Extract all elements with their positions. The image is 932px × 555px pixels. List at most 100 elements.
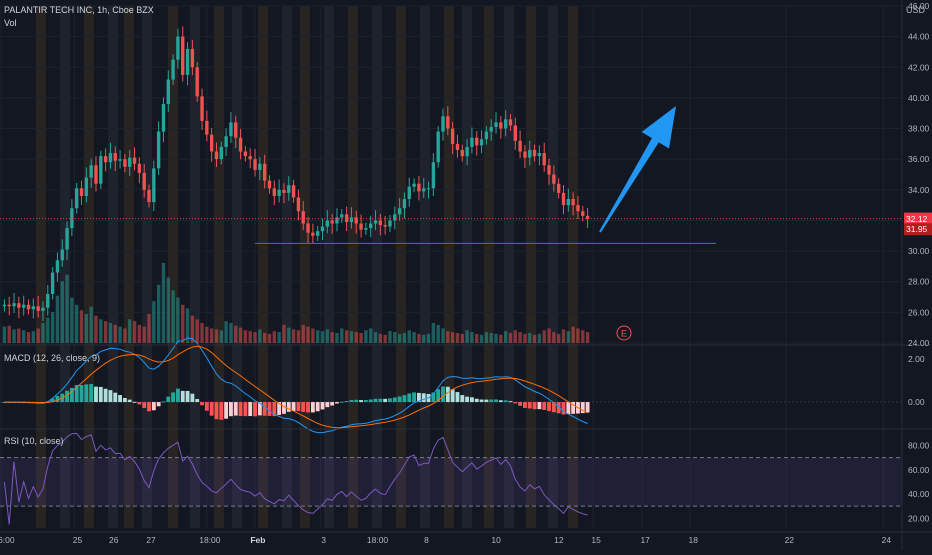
price-tick-label: 40.00 bbox=[908, 93, 930, 103]
macd-histogram-bar bbox=[229, 402, 233, 417]
time-tick-label: 8 bbox=[424, 535, 429, 545]
time-tick-label: 12 bbox=[554, 535, 564, 545]
volume-bar bbox=[147, 313, 151, 343]
rsi-tick-label: 20.00 bbox=[908, 513, 930, 523]
macd-histogram-bar bbox=[127, 399, 132, 403]
candle-body bbox=[373, 220, 378, 224]
macd-histogram-bar bbox=[325, 402, 330, 408]
macd-histogram-bar bbox=[368, 399, 373, 403]
time-tick-label: 24 bbox=[882, 535, 892, 545]
volume-bar bbox=[12, 329, 16, 343]
time-tick-label: 26 bbox=[109, 535, 119, 545]
candle-body bbox=[50, 272, 55, 294]
macd-tick-label: 0.00 bbox=[908, 397, 925, 407]
volume-bar bbox=[248, 331, 252, 343]
up-arrow-drawing[interactable] bbox=[599, 106, 676, 233]
candle-body bbox=[513, 125, 517, 141]
volume-bar bbox=[253, 332, 257, 343]
candle-body bbox=[547, 165, 551, 175]
session-band bbox=[484, 6, 494, 528]
candle-body bbox=[537, 153, 542, 157]
vol-label: Vol bbox=[4, 18, 17, 28]
candle-body bbox=[161, 104, 166, 132]
macd-histogram-bar bbox=[214, 402, 219, 420]
candle-body bbox=[171, 59, 175, 80]
session-band bbox=[396, 6, 406, 528]
session-bands bbox=[36, 6, 578, 528]
candle-body bbox=[55, 260, 60, 273]
macd-legend[interactable]: MACD (12, 26, close, 9) bbox=[4, 353, 103, 363]
vol-legend[interactable]: Vol bbox=[4, 18, 20, 28]
macd-histogram-bar bbox=[402, 395, 407, 403]
macd-histogram-bar bbox=[166, 396, 171, 403]
symbol-legend[interactable]: PALANTIR TECH INC, 1h, Cboe BZX bbox=[4, 5, 157, 15]
volume-bar bbox=[200, 323, 204, 343]
candle-body bbox=[176, 36, 180, 60]
candle-body bbox=[407, 186, 411, 200]
volume-bar bbox=[335, 333, 339, 343]
volume-bar bbox=[234, 325, 238, 343]
macd-histogram-bar bbox=[147, 402, 151, 412]
volume-bar bbox=[354, 332, 358, 343]
candle-body bbox=[277, 189, 281, 196]
macd-histogram-bar bbox=[185, 390, 190, 403]
volume-bar bbox=[94, 315, 98, 343]
rsi-tick-label: 80.00 bbox=[908, 441, 930, 451]
candle-body bbox=[123, 159, 127, 167]
macd-histogram-bar bbox=[527, 402, 532, 409]
macd-histogram-bar bbox=[412, 392, 417, 403]
candle-body bbox=[258, 163, 262, 170]
session-band bbox=[84, 6, 94, 528]
candle-body bbox=[397, 208, 402, 215]
volume-bar bbox=[287, 327, 291, 343]
rsi-legend[interactable]: RSI (10, close) bbox=[4, 436, 67, 446]
time-tick-label: Feb bbox=[250, 535, 265, 545]
macd-histogram-bar bbox=[580, 402, 585, 414]
candle-body bbox=[460, 149, 464, 157]
volume-bar bbox=[359, 333, 363, 343]
candle-body bbox=[417, 183, 421, 192]
macd-histogram-bar bbox=[306, 402, 310, 413]
macd-histogram-bar bbox=[50, 398, 55, 403]
macd-histogram-bar bbox=[195, 399, 200, 403]
price-tick-label: 42.00 bbox=[908, 62, 930, 72]
session-band bbox=[548, 6, 558, 528]
macd-histogram-bar bbox=[431, 392, 436, 403]
candle-body bbox=[311, 232, 315, 236]
macd-histogram-bar bbox=[335, 402, 339, 404]
volume-bar bbox=[229, 323, 233, 343]
price-tick-label: 44.00 bbox=[908, 32, 930, 42]
macd-histogram-bar bbox=[455, 392, 460, 403]
volume-bar bbox=[132, 321, 137, 343]
candle-body bbox=[446, 116, 450, 129]
earnings-marker-icon[interactable] bbox=[616, 325, 632, 341]
macd-histogram-bar bbox=[291, 402, 296, 412]
volume-bar bbox=[364, 330, 368, 343]
candle-body bbox=[441, 116, 445, 132]
price-tick-label: 46.00 bbox=[908, 1, 930, 11]
time-tick-label: 27 bbox=[146, 535, 156, 545]
macd-histogram-bar bbox=[479, 399, 484, 403]
macd-histogram-bar bbox=[344, 400, 349, 403]
macd-histogram-bar bbox=[175, 388, 180, 403]
volume-bar bbox=[103, 321, 108, 343]
macd-tick-label: 2.00 bbox=[908, 354, 925, 364]
candle-body bbox=[248, 156, 252, 160]
session-band bbox=[108, 6, 118, 528]
candle-body bbox=[243, 151, 248, 157]
macd-histogram-bar bbox=[349, 399, 354, 403]
macd-histogram-bar bbox=[84, 384, 89, 403]
session-band bbox=[526, 6, 536, 528]
macd-histogram-bar bbox=[219, 402, 224, 420]
volume-bar bbox=[166, 277, 170, 343]
macd-histogram-bar bbox=[108, 390, 113, 403]
rsi-tick-label: 40.00 bbox=[908, 489, 930, 499]
candle-body bbox=[359, 223, 363, 230]
volume-bar bbox=[431, 323, 436, 343]
volume-bar bbox=[407, 330, 411, 343]
candle-body bbox=[475, 137, 479, 146]
candle-body bbox=[108, 153, 113, 163]
candle-body bbox=[450, 128, 455, 144]
